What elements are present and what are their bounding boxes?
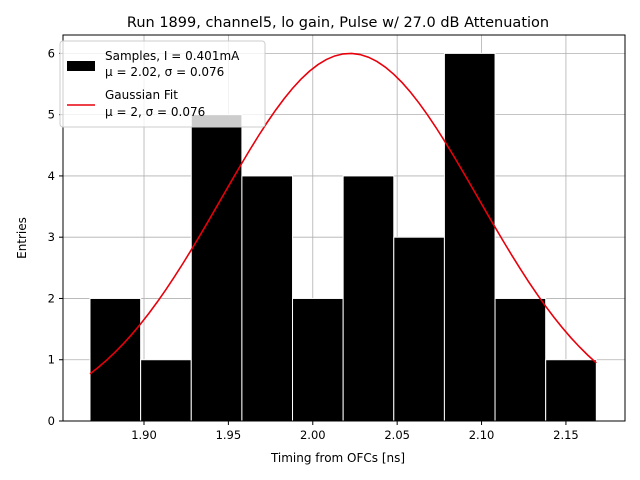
y-tick-label-6: 6: [48, 46, 55, 60]
histogram-bar-1: [140, 359, 192, 422]
x-tick-label-3: 2.05: [384, 428, 410, 442]
histogram-bar-8: [494, 297, 547, 422]
histogram-bars: [89, 52, 597, 422]
y-axis-ticks: 0 1 2 3 4 5 6: [48, 46, 63, 428]
y-tick-label-0: 0: [48, 414, 55, 428]
x-axis-ticks: 1.90 1.95 2.00 2.05 2.10 2.15: [131, 421, 579, 442]
gaussian-fit-line: [89, 52, 597, 375]
legend-samples-stats: μ = 2.02, σ = 0.076: [105, 65, 224, 79]
y-tick-label-2: 2: [48, 291, 55, 305]
histogram-bar-7: [443, 52, 496, 422]
x-tick-label-5: 2.15: [553, 428, 579, 442]
histogram-bar-5: [342, 175, 395, 422]
histogram-bar-4: [292, 297, 344, 422]
x-axis-label: Timing from OFCs [ns]: [270, 451, 405, 465]
histogram-bar-9: [545, 359, 597, 422]
y-tick-label-4: 4: [48, 169, 55, 183]
legend-samples-swatch: [67, 61, 95, 71]
histogram-bar-6: [393, 236, 445, 422]
y-tick-label-3: 3: [48, 230, 55, 244]
x-tick-label-2: 2.00: [300, 428, 326, 442]
legend-fit-stats: μ = 2, σ = 0.076: [105, 105, 205, 119]
histogram-bar-0: [89, 297, 142, 422]
legend-box: [59, 40, 266, 128]
legend: Samples, I = 0.401mA μ = 2.02, σ = 0.076…: [59, 40, 266, 128]
x-tick-label-1: 1.95: [216, 428, 242, 442]
chart-title: Run 1899, channel5, lo gain, Pulse w/ 27…: [127, 15, 549, 31]
y-tick-label-5: 5: [48, 108, 55, 122]
x-tick-label-0: 1.90: [131, 428, 157, 442]
histogram-bar-2: [190, 114, 243, 422]
legend-samples-label: Samples, I = 0.401mA: [105, 49, 240, 63]
x-tick-label-4: 2.10: [469, 428, 495, 442]
plot-frame: [62, 34, 626, 422]
histogram-bar-3: [241, 175, 294, 422]
gaussian-fit-curve: [89, 52, 597, 375]
y-axis-label: Entries: [15, 217, 29, 259]
legend-fit-label: Gaussian Fit: [105, 88, 178, 102]
y-tick-label-1: 1: [48, 353, 55, 367]
